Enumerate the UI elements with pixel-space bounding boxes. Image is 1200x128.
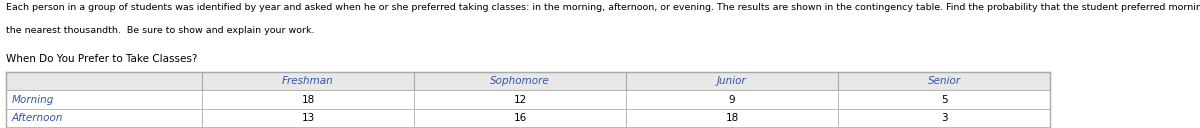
FancyBboxPatch shape <box>838 109 1050 127</box>
FancyBboxPatch shape <box>626 127 838 128</box>
Text: 18: 18 <box>301 94 314 105</box>
FancyBboxPatch shape <box>6 109 202 127</box>
Text: 13: 13 <box>301 113 314 123</box>
FancyBboxPatch shape <box>202 72 414 90</box>
FancyBboxPatch shape <box>626 109 838 127</box>
Text: When Do You Prefer to Take Classes?: When Do You Prefer to Take Classes? <box>6 54 197 64</box>
Text: 18: 18 <box>726 113 739 123</box>
Text: Sophomore: Sophomore <box>490 76 550 86</box>
FancyBboxPatch shape <box>626 90 838 109</box>
FancyBboxPatch shape <box>6 127 202 128</box>
Text: Freshman: Freshman <box>282 76 334 86</box>
Text: 16: 16 <box>514 113 527 123</box>
Text: 12: 12 <box>514 94 527 105</box>
FancyBboxPatch shape <box>414 109 626 127</box>
Text: 3: 3 <box>941 113 947 123</box>
FancyBboxPatch shape <box>202 127 414 128</box>
FancyBboxPatch shape <box>414 127 626 128</box>
Text: Junior: Junior <box>718 76 746 86</box>
Text: Morning: Morning <box>12 94 54 105</box>
Text: 5: 5 <box>941 94 947 105</box>
FancyBboxPatch shape <box>202 109 414 127</box>
Text: Each person in a group of students was identified by year and asked when he or s: Each person in a group of students was i… <box>6 3 1200 12</box>
Text: Afternoon: Afternoon <box>12 113 64 123</box>
FancyBboxPatch shape <box>838 72 1050 90</box>
FancyBboxPatch shape <box>414 72 626 90</box>
FancyBboxPatch shape <box>6 90 202 109</box>
FancyBboxPatch shape <box>414 90 626 109</box>
FancyBboxPatch shape <box>6 72 202 90</box>
FancyBboxPatch shape <box>626 72 838 90</box>
Text: 9: 9 <box>728 94 736 105</box>
Text: Senior: Senior <box>928 76 960 86</box>
FancyBboxPatch shape <box>838 127 1050 128</box>
FancyBboxPatch shape <box>202 90 414 109</box>
FancyBboxPatch shape <box>838 90 1050 109</box>
Text: the nearest thousandth.  Be sure to show and explain your work.: the nearest thousandth. Be sure to show … <box>6 26 314 35</box>
